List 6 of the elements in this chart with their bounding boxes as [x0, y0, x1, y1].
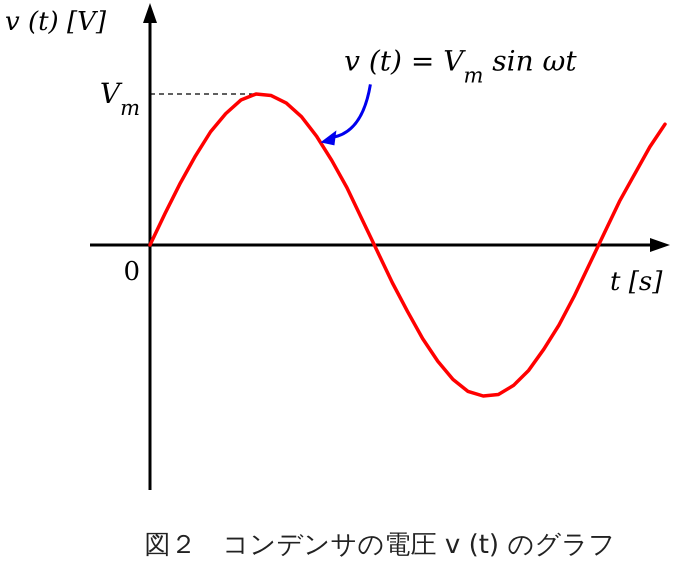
text: v (t) = V$_{m}$ sin ωt	[344, 44, 578, 88]
text: 0	[123, 257, 140, 287]
ylabel: v (t) [V]	[5, 7, 106, 37]
xlabel: t [s]	[610, 267, 662, 297]
ref-line-label: V$_{m}$	[100, 77, 140, 120]
caption: 図２ コンデンサの電圧 v (t) のグラフ	[144, 530, 616, 560]
